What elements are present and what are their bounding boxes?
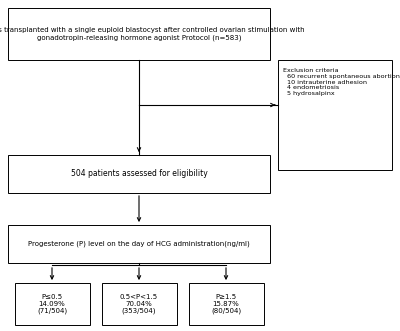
Bar [8,8,270,60]
Text: Patients transplanted with a single euploid blastocyst after controlled ovarian : Patients transplanted with a single eupl… [0,27,304,41]
Bar [8,225,270,263]
Text: 504 patients assessed for eligibility: 504 patients assessed for eligibility [71,169,207,178]
Bar [278,60,392,170]
Text: Exclusion criteria
  60 recurrent spontaneous abortion
  10 intrauterine adhesio: Exclusion criteria 60 recurrent spontane… [283,68,400,96]
Text: 0.5<P<1.5
70.04%
(353/504): 0.5<P<1.5 70.04% (353/504) [120,294,158,314]
Bar [14,283,90,325]
Bar [8,155,270,193]
Text: Progesterone (P) level on the day of HCG administration(ng/ml): Progesterone (P) level on the day of HCG… [28,241,250,247]
Text: P≥1.5
15.87%
(80/504): P≥1.5 15.87% (80/504) [211,294,241,314]
Text: P≤0.5
14.09%
(71/504): P≤0.5 14.09% (71/504) [37,294,67,314]
Bar [188,283,264,325]
Bar [102,283,176,325]
